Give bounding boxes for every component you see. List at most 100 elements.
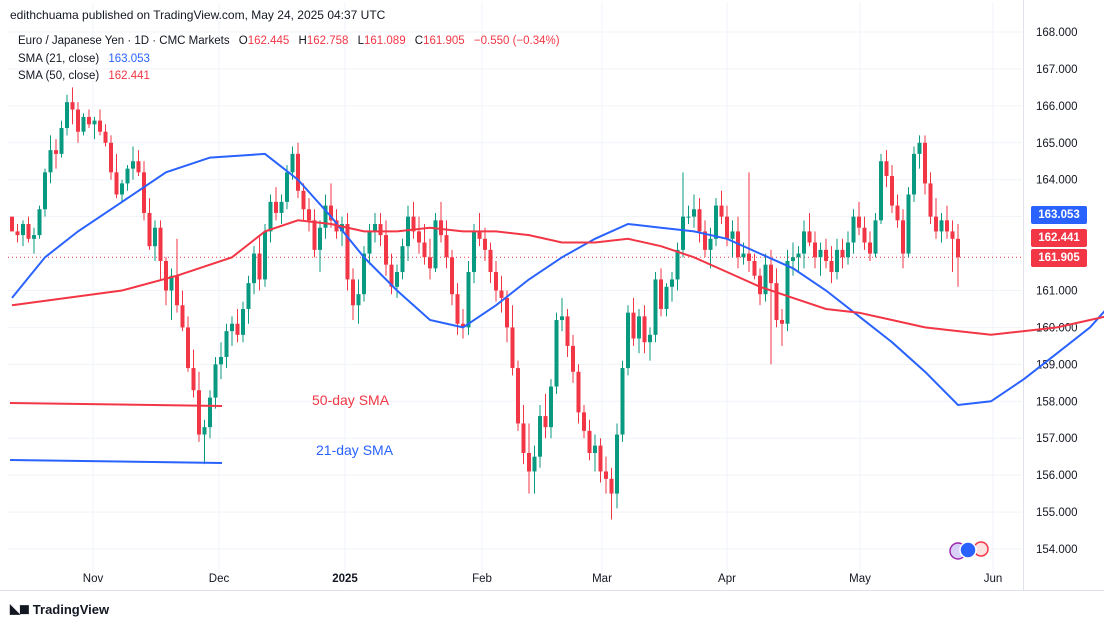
y-tick-label: 157.000 bbox=[1036, 433, 1078, 445]
close-label: C bbox=[414, 35, 424, 47]
candle-body bbox=[257, 253, 262, 280]
y-tick-label: 161.000 bbox=[1036, 286, 1078, 298]
sma21-legend[interactable]: SMA (21, close) 163.053 bbox=[18, 53, 150, 65]
candle-body bbox=[307, 209, 311, 221]
candle-body bbox=[411, 216, 416, 232]
candle-body bbox=[747, 253, 751, 261]
candle-body bbox=[626, 312, 630, 369]
candle-body bbox=[818, 249, 823, 258]
candle-body bbox=[164, 260, 168, 291]
candle-body bbox=[829, 260, 834, 273]
candle-body bbox=[637, 316, 641, 339]
sma21-value: 163.053 bbox=[108, 53, 150, 65]
candle-body bbox=[835, 249, 839, 273]
sma50-value: 162.441 bbox=[108, 70, 150, 82]
candle-body bbox=[191, 368, 196, 391]
candle-body bbox=[285, 172, 289, 202]
candle-body bbox=[653, 279, 658, 335]
candle-body bbox=[939, 220, 944, 232]
x-tick-label: Feb bbox=[472, 573, 492, 585]
x-tick-label: Mar bbox=[592, 573, 612, 585]
x-tick-label: Jun bbox=[984, 573, 1003, 585]
candle-body bbox=[92, 120, 97, 125]
tradingview-logo[interactable]: ◣◼ TradingView bbox=[10, 601, 109, 617]
open-label: O bbox=[238, 35, 248, 47]
y-tick-label: 164.000 bbox=[1036, 175, 1078, 187]
candle-body bbox=[510, 327, 515, 369]
candle-body bbox=[906, 194, 911, 254]
candle-body bbox=[593, 445, 597, 453]
candle-body bbox=[290, 153, 295, 173]
candle-body bbox=[373, 224, 377, 232]
y-tick-label: 154.000 bbox=[1036, 544, 1078, 556]
candle-body bbox=[642, 316, 647, 343]
candle-body bbox=[752, 260, 757, 276]
sma21-line bbox=[11, 152, 1104, 407]
candle-body bbox=[681, 216, 685, 250]
candle-body bbox=[351, 279, 355, 306]
candle-body bbox=[774, 283, 779, 321]
candle-body bbox=[670, 279, 674, 287]
candle-body bbox=[395, 272, 399, 287]
x-tick-label: Nov bbox=[83, 573, 104, 585]
y-tick-label: 165.000 bbox=[1036, 138, 1078, 150]
candle-body bbox=[186, 327, 190, 369]
candle-body bbox=[153, 227, 157, 247]
candle-body bbox=[719, 205, 724, 217]
candle-body bbox=[862, 227, 867, 243]
y-tick-label: 156.000 bbox=[1036, 470, 1078, 482]
sma50-legend[interactable]: SMA (50, close) 162.441 bbox=[18, 70, 150, 82]
candle-body bbox=[873, 220, 878, 254]
candle-body bbox=[48, 150, 53, 173]
x-tick-label: 2025 bbox=[332, 573, 358, 585]
candle-body bbox=[554, 320, 559, 387]
high-label: H bbox=[298, 35, 307, 47]
candle-body bbox=[433, 220, 438, 269]
candle-body bbox=[21, 224, 25, 236]
candle-body bbox=[461, 323, 465, 328]
candle-body bbox=[851, 216, 856, 243]
candle-body bbox=[235, 323, 240, 335]
high-value: 162.758 bbox=[306, 35, 349, 47]
candle-body bbox=[730, 231, 735, 239]
candle-body bbox=[791, 257, 795, 261]
candle-body bbox=[950, 231, 955, 239]
candle-body bbox=[620, 368, 625, 435]
candle-body bbox=[345, 224, 350, 280]
candle-body bbox=[98, 120, 102, 132]
candle-body bbox=[312, 220, 317, 250]
candle-body bbox=[499, 290, 504, 298]
y-tick-label: 166.000 bbox=[1036, 101, 1078, 113]
candle-body bbox=[494, 272, 498, 291]
low-value: 161.089 bbox=[364, 35, 406, 47]
candle-body bbox=[868, 242, 872, 254]
candle-body bbox=[604, 471, 608, 479]
sma21-price-tag: 163.053 bbox=[1031, 206, 1087, 224]
y-tick-label: 167.000 bbox=[1036, 64, 1078, 76]
candle-body bbox=[15, 231, 20, 236]
candle-body bbox=[505, 297, 509, 328]
candle-body bbox=[439, 220, 443, 236]
tradingview-logo-icon: ◣◼ bbox=[10, 601, 30, 616]
candle-body bbox=[890, 176, 894, 206]
candle-body bbox=[527, 452, 531, 472]
candle-body bbox=[796, 253, 801, 258]
candle-body bbox=[230, 323, 234, 332]
candle-body bbox=[400, 246, 405, 273]
candle-body bbox=[549, 386, 553, 428]
candle-body bbox=[180, 305, 185, 328]
sma50-annotation: 50-day SMA bbox=[312, 392, 390, 408]
y-tick-label: 168.000 bbox=[1036, 27, 1078, 39]
sma21-annotation-line bbox=[9, 459, 223, 464]
candle-body bbox=[268, 201, 273, 232]
candle-body bbox=[263, 231, 267, 280]
candle-body bbox=[87, 116, 91, 125]
sma50-label: SMA (50, close) bbox=[18, 70, 100, 82]
candle-body bbox=[26, 224, 31, 239]
candle-body bbox=[648, 334, 652, 343]
candle-body bbox=[928, 183, 933, 217]
candle-body bbox=[582, 412, 586, 431]
candle-body bbox=[417, 231, 421, 243]
candle-body bbox=[274, 201, 278, 213]
